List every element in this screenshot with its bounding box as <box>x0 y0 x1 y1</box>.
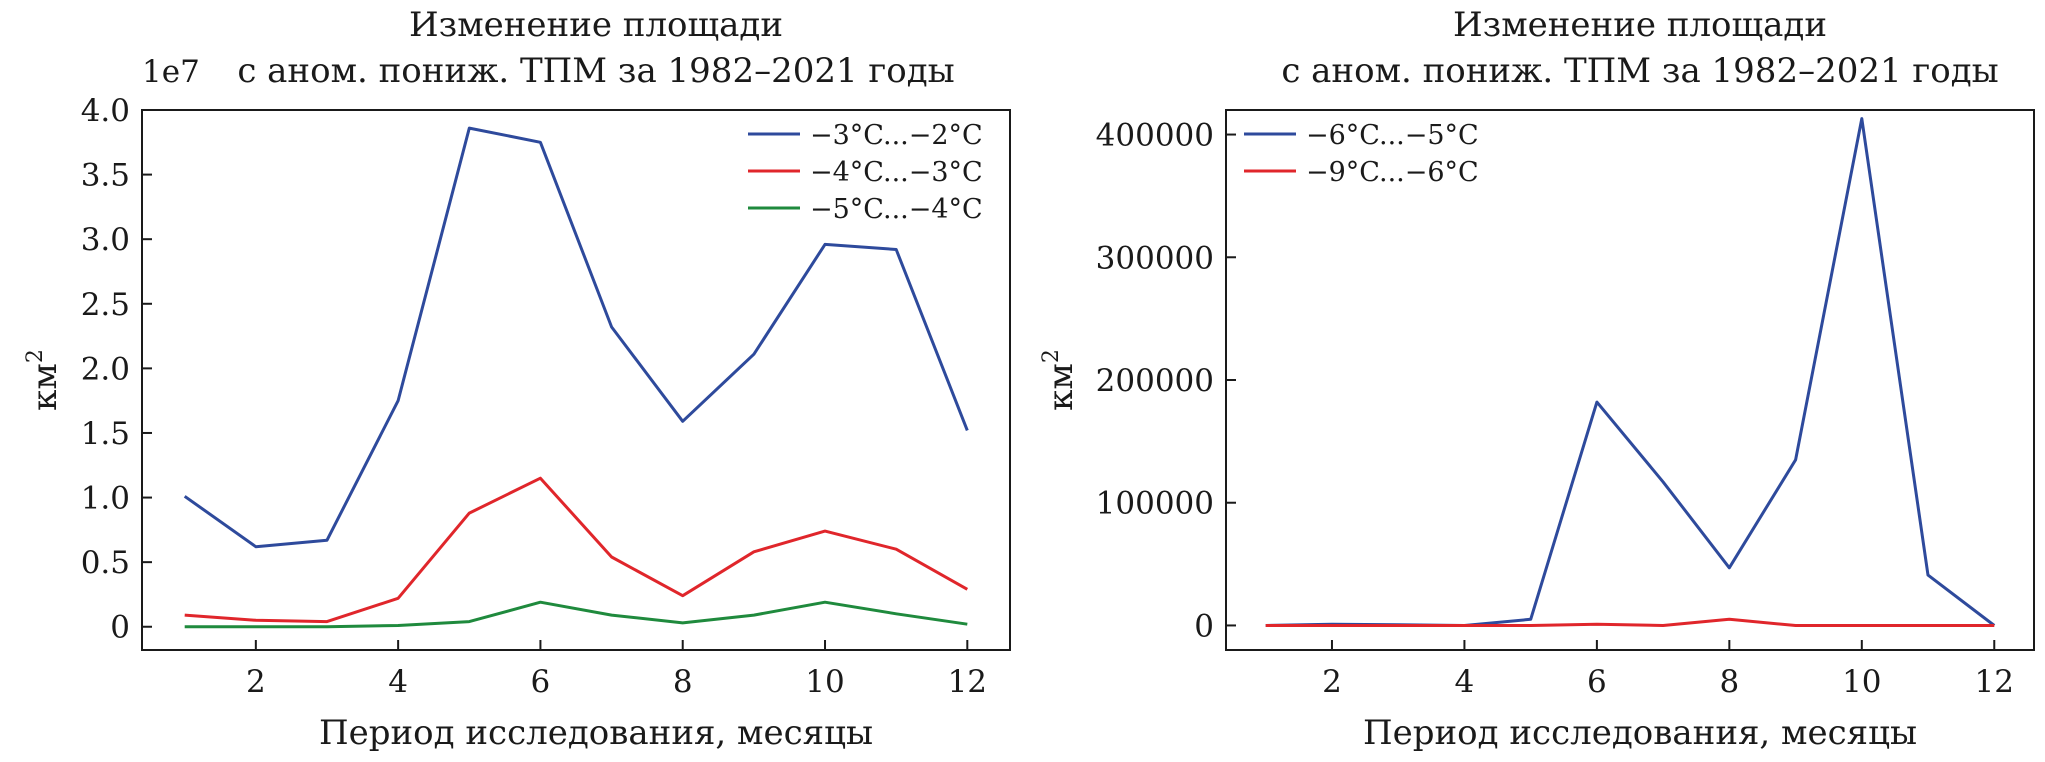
chart-2-x-tick-label: 8 <box>1719 664 1739 700</box>
chart-2-series-line-2 <box>1265 617 1995 627</box>
chart-1-y-tick-label: 1.0 <box>81 481 130 517</box>
chart-2-y-tick-label: 400000 <box>1096 118 1214 154</box>
chart-2-y-axis-label: км2 <box>1039 349 1081 411</box>
chart-1-legend: −3°C...−2°C −4°C...−3°C −5°C...−4°C <box>748 120 983 225</box>
chart-2-plot-frame <box>1225 109 2035 651</box>
chart-2-y-tick-label: 100000 <box>1096 486 1214 522</box>
chart-1-y-tick-label: 1.5 <box>81 416 130 452</box>
chart-2-legend-label-2: −9°C...−6°C <box>1306 157 1479 188</box>
chart-1-x-tick-label: 6 <box>531 664 551 700</box>
chart-1-y-axis-label: км2 <box>23 349 65 411</box>
chart-1-y-tick-label: 0 <box>110 610 130 646</box>
chart-2-ylabel-sup: 2 <box>1039 349 1064 363</box>
chart-2-y-tick-label: 300000 <box>1096 240 1214 276</box>
chart-2-ticks: 2 4 6 8 10 12 0 100000 200000 300000 400000 <box>1096 118 2014 700</box>
chart-2-legend: −6°C...−5°C −9°C...−6°C <box>1244 120 1479 188</box>
chart-2-x-tick-label: 12 <box>1975 664 2014 700</box>
chart-1-series-lines <box>183 126 969 629</box>
chart-1-legend-label-2: −4°C...−3°C <box>810 157 983 188</box>
chart-1-x-tick-label: 8 <box>673 664 693 700</box>
chart-2-x-tick-label: 6 <box>1587 664 1607 700</box>
chart-1-y-tick-label: 2.5 <box>81 287 130 323</box>
chart-1-plot-frame <box>141 109 1011 651</box>
chart-2-x-tick-label: 2 <box>1322 664 1342 700</box>
chart-2-y-tick-label: 0 <box>1194 608 1214 644</box>
chart-1-legend-label-3: −5°C...−4°C <box>810 194 983 225</box>
chart-2-series-lines <box>1265 117 1996 627</box>
chart-1-y-tick-label: 4.0 <box>81 93 130 129</box>
chart-1-offset-text: 1e7 <box>142 54 200 90</box>
chart-1-x-tick-label: 2 <box>246 664 266 700</box>
chart-1-x-axis-label: Период исследования, месяцы <box>319 713 873 753</box>
svg-text:км2: км2 <box>23 349 65 411</box>
chart-2-title-line2: с аном. пониж. ТПМ за 1982–2021 годы <box>1281 51 1998 91</box>
chart-1-series-line-3 <box>184 600 968 629</box>
chart-1-x-tick-label: 12 <box>948 664 987 700</box>
chart-2-x-axis-label: Период исследования, месяцы <box>1363 713 1917 753</box>
chart-2-x-tick-label: 10 <box>1842 664 1881 700</box>
chart-1-y-tick-label: 3.5 <box>81 158 130 194</box>
chart-2-legend-label-1: −6°C...−5°C <box>1306 120 1479 151</box>
chart-1-y-tick-label: 3.0 <box>81 222 130 258</box>
chart-2-series-line-1 <box>1265 117 1996 627</box>
chart-1-title-line1: Изменение площади <box>409 5 783 45</box>
chart-1-ylabel-sup: 2 <box>23 349 48 363</box>
svg-text:км2: км2 <box>1039 349 1081 411</box>
chart-1-title-line2: с аном. пониж. ТПМ за 1982–2021 годы <box>237 51 954 91</box>
chart-2-title-line1: Изменение площади <box>1453 5 1827 45</box>
chart-2-y-tick-label: 200000 <box>1096 363 1214 399</box>
chart-1-x-tick-label: 4 <box>388 664 408 700</box>
chart-1-series-line-2 <box>184 476 969 624</box>
chart-1-ylabel-text: км <box>25 363 65 411</box>
chart-2: Изменение площади с аном. пониж. ТПМ за … <box>1039 5 2035 753</box>
chart-1: Изменение площади с аном. пониж. ТПМ за … <box>23 5 1011 753</box>
chart-1-x-tick-label: 10 <box>805 664 844 700</box>
chart-2-ylabel-text: км <box>1041 363 1081 411</box>
chart-1-ticks: 2 4 6 8 10 12 0 0.5 1.0 1.5 2.0 2.5 3.0 3.5 4.0 <box>81 93 987 700</box>
chart-1-series-line-1 <box>183 126 969 549</box>
chart-1-y-tick-label: 2.0 <box>81 351 130 387</box>
chart-1-legend-label-1: −3°C...−2°C <box>810 120 983 151</box>
chart-2-x-tick-label: 4 <box>1455 664 1475 700</box>
chart-1-y-tick-label: 0.5 <box>81 545 130 581</box>
